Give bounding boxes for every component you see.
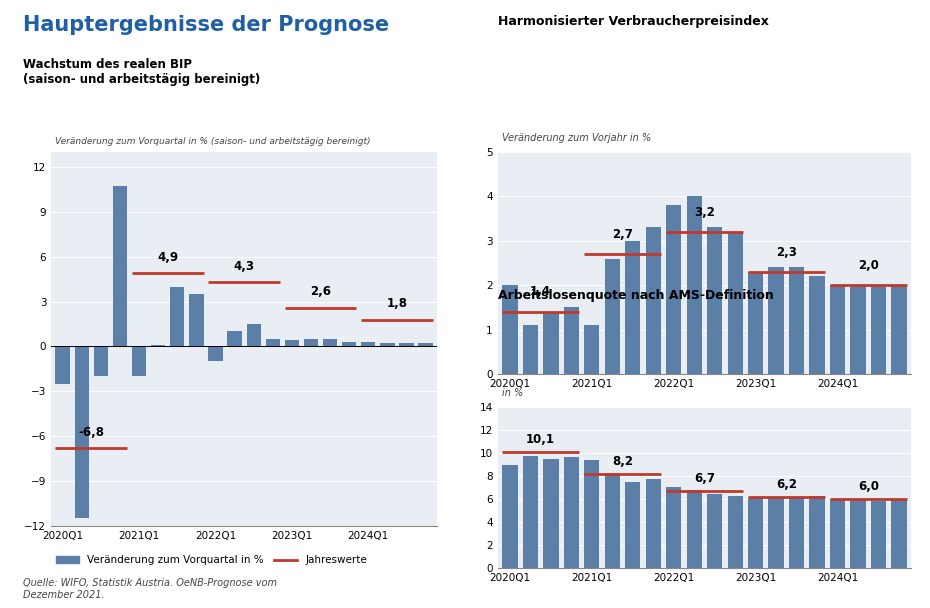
Bar	[748, 272, 764, 374]
Bar	[625, 482, 641, 568]
Bar	[727, 496, 743, 568]
Bar	[564, 457, 579, 568]
Text: 4,3: 4,3	[233, 260, 255, 273]
Bar	[399, 344, 414, 347]
Bar	[56, 347, 70, 384]
Bar	[768, 268, 784, 374]
Text: Wachstum des realen BIP
(saison- und arbeitstägig bereinigt): Wachstum des realen BIP (saison- und arb…	[23, 58, 260, 86]
Bar	[74, 347, 89, 519]
Bar	[686, 490, 702, 568]
Bar	[809, 276, 825, 374]
Bar	[208, 347, 222, 361]
Bar	[502, 285, 517, 374]
Text: Arbeitslosenquote nach AMS-Definition: Arbeitslosenquote nach AMS-Definition	[498, 289, 774, 302]
Bar	[892, 285, 907, 374]
Bar	[285, 340, 299, 347]
Bar	[707, 227, 723, 374]
Text: 8,2: 8,2	[612, 455, 633, 468]
Bar	[189, 294, 204, 347]
Bar	[132, 347, 146, 376]
Text: 2,0: 2,0	[858, 259, 879, 272]
Bar	[342, 342, 356, 347]
Bar	[625, 241, 641, 374]
Text: 1,4: 1,4	[530, 286, 551, 299]
Bar	[543, 312, 559, 374]
Bar	[645, 227, 661, 374]
Text: 6,0: 6,0	[857, 480, 879, 493]
Bar	[809, 496, 825, 568]
Bar	[727, 232, 743, 374]
Bar	[380, 344, 394, 347]
Bar	[707, 494, 723, 568]
Bar	[666, 487, 682, 568]
Bar	[523, 456, 538, 568]
Text: 6,2: 6,2	[776, 478, 797, 491]
Bar	[228, 331, 242, 347]
Text: 2,3: 2,3	[776, 246, 797, 258]
Text: 3,2: 3,2	[694, 206, 715, 219]
Bar	[584, 460, 600, 568]
Bar	[850, 285, 866, 374]
Bar	[892, 499, 907, 568]
Bar	[604, 258, 620, 374]
Bar	[830, 499, 845, 568]
Text: 2,6: 2,6	[310, 285, 331, 298]
Text: Quelle: WIFO, Statistik Austria. OeNB-Prognose vom
Dezember 2021.: Quelle: WIFO, Statistik Austria. OeNB-Pr…	[23, 578, 277, 600]
Bar	[584, 325, 600, 374]
Text: Veränderung zum Vorquartal in % (saison- und arbeitstägig bereinigt): Veränderung zum Vorquartal in % (saison-…	[55, 137, 370, 147]
Legend: Veränderung zum Vorquartal in %, Jahreswerte: Veränderung zum Vorquartal in %, Jahresw…	[52, 551, 371, 569]
Bar	[870, 285, 886, 374]
Bar	[850, 499, 866, 568]
Text: 2,7: 2,7	[612, 228, 633, 241]
Bar	[748, 499, 764, 568]
Text: Hauptergebnisse der Prognose: Hauptergebnisse der Prognose	[23, 15, 390, 35]
Bar	[666, 206, 682, 374]
Text: 1,8: 1,8	[387, 297, 407, 310]
Bar	[323, 339, 338, 347]
Text: 4,9: 4,9	[157, 251, 179, 264]
Bar	[266, 339, 280, 347]
Bar	[113, 187, 127, 347]
Bar	[870, 500, 886, 568]
Bar	[418, 344, 432, 347]
Text: -6,8: -6,8	[78, 426, 104, 439]
Bar	[604, 473, 620, 568]
Text: in %: in %	[501, 388, 523, 398]
Text: Harmonisierter Verbraucherpreisindex: Harmonisierter Verbraucherpreisindex	[498, 15, 768, 28]
Bar	[502, 465, 517, 568]
Bar	[523, 325, 538, 374]
Text: 10,1: 10,1	[526, 433, 555, 446]
Bar	[789, 497, 804, 568]
Text: Veränderung zum Vorjahr in %: Veränderung zum Vorjahr in %	[501, 133, 651, 143]
Bar	[564, 308, 579, 374]
Bar	[686, 196, 702, 374]
Text: 6,7: 6,7	[694, 472, 715, 485]
Bar	[170, 286, 184, 347]
Bar	[304, 339, 318, 347]
Bar	[830, 285, 845, 374]
Bar	[151, 345, 166, 347]
Bar	[246, 324, 260, 347]
Bar	[361, 342, 376, 347]
Bar	[768, 497, 784, 568]
Bar	[789, 268, 804, 374]
Bar	[543, 459, 559, 568]
Bar	[645, 478, 661, 568]
Bar	[94, 347, 108, 376]
